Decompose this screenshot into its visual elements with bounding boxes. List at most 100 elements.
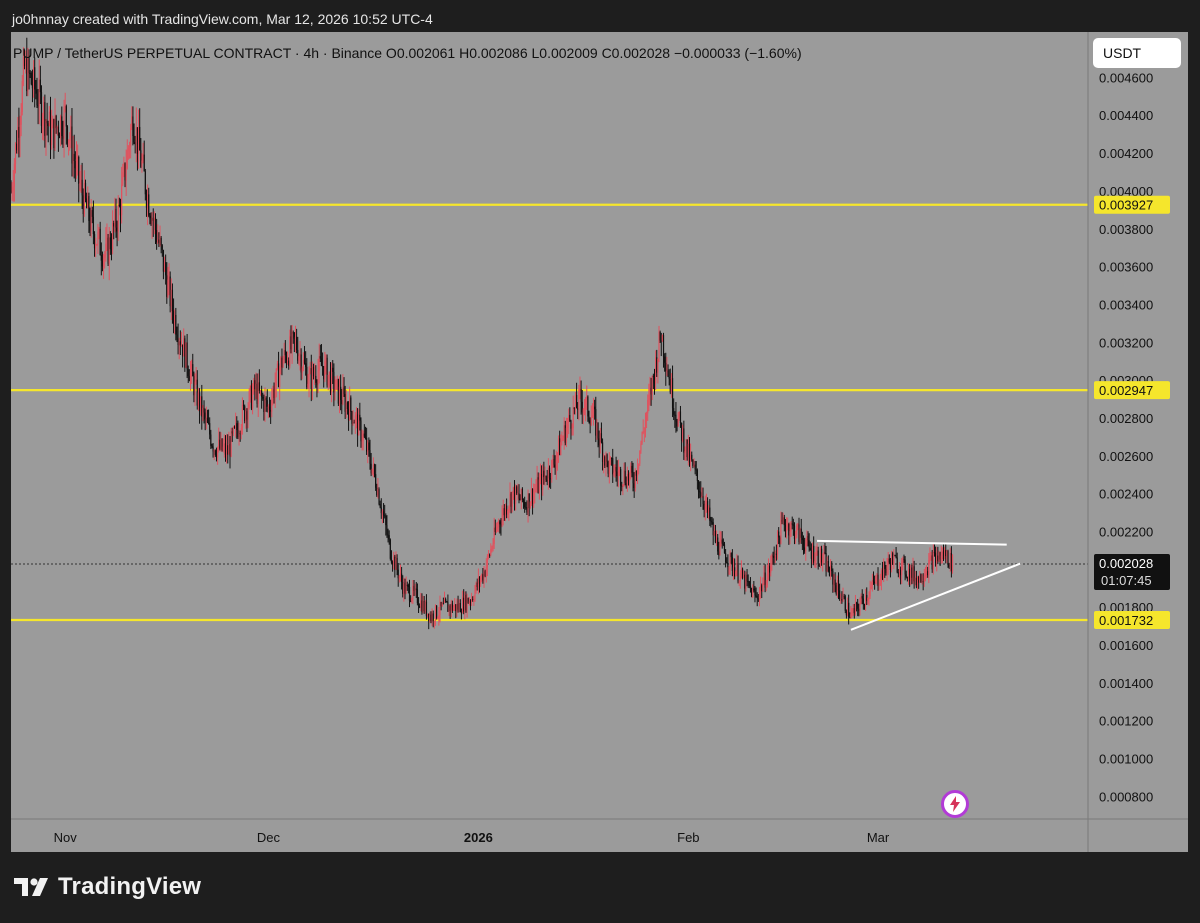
candle (220, 432, 222, 452)
candle (618, 466, 621, 477)
candle (850, 605, 852, 619)
candle (895, 546, 897, 559)
candle (837, 572, 840, 600)
candle (121, 166, 123, 224)
candle (673, 398, 675, 421)
candle (391, 560, 394, 572)
candle (671, 365, 674, 418)
candle (53, 118, 55, 159)
bolt-icon[interactable] (941, 790, 969, 818)
level-price-tag (1094, 381, 1170, 400)
candle (683, 420, 685, 460)
candle (854, 594, 857, 616)
candle (209, 417, 211, 440)
candle (419, 603, 421, 609)
level-price-label: 0.002947 (1099, 383, 1153, 398)
candle (11, 182, 13, 201)
chart-area[interactable]: 0.004600 0.004400 0.004200 0.004000 0.003800… (11, 32, 1188, 852)
candle (110, 233, 113, 261)
candle (775, 544, 778, 561)
candle (140, 138, 142, 169)
candle (315, 365, 317, 388)
candle (232, 425, 234, 437)
candle (422, 595, 424, 614)
candle (237, 420, 239, 440)
candle (548, 465, 551, 488)
candle (691, 451, 693, 462)
candle (573, 407, 575, 415)
candle (746, 569, 748, 587)
candle (820, 545, 823, 566)
price-tick-label: 0.004200 (1099, 146, 1153, 161)
candle (743, 570, 745, 579)
candle (625, 476, 627, 489)
candle (771, 553, 773, 571)
candle (756, 592, 758, 607)
candle (711, 516, 713, 525)
candle (912, 557, 914, 584)
candle (839, 583, 841, 601)
price-tick-label: 0.002800 (1099, 411, 1153, 426)
candle (442, 597, 444, 605)
candle (345, 390, 347, 419)
candle (63, 99, 65, 158)
candle (603, 453, 605, 474)
candle (378, 487, 380, 506)
candle (100, 242, 102, 276)
candle (369, 439, 371, 470)
time-tick-label: Feb (677, 830, 699, 845)
candle (550, 472, 552, 489)
candle (555, 450, 557, 480)
candle (888, 554, 890, 565)
candle (537, 472, 539, 494)
candle (261, 385, 263, 409)
candle (522, 498, 525, 509)
candle (578, 384, 580, 421)
candle (57, 120, 60, 152)
candle (680, 422, 683, 452)
price-chart-svg[interactable]: 0.004600 0.004400 0.004200 0.004000 0.003800… (11, 32, 1188, 852)
candle (116, 220, 118, 247)
candle (511, 491, 513, 513)
candle (883, 558, 885, 583)
candle (364, 426, 367, 440)
candle (712, 518, 714, 545)
candle (832, 568, 834, 593)
last-price-label: 0.002028 (1099, 556, 1153, 571)
candle (384, 504, 386, 519)
candle (612, 448, 614, 483)
candle (916, 576, 919, 591)
candle (125, 149, 127, 197)
candle (321, 352, 324, 376)
candle (640, 440, 642, 454)
candle (692, 459, 694, 469)
candle (734, 558, 736, 580)
candle (290, 325, 292, 354)
candle (445, 597, 447, 603)
candle (684, 446, 686, 461)
candle (352, 410, 354, 426)
candle (649, 376, 651, 406)
candle (688, 437, 691, 467)
candle (941, 547, 943, 564)
candle (20, 103, 22, 137)
candle (253, 377, 255, 395)
candle (791, 516, 793, 530)
price-tick-label: 0.004000 (1099, 184, 1153, 199)
candle (490, 543, 492, 557)
currency-selector[interactable]: USDT (1093, 38, 1181, 68)
candle (275, 368, 277, 398)
candle (97, 223, 99, 254)
candle (238, 422, 240, 446)
candle (433, 620, 435, 629)
candle (98, 226, 100, 240)
candle (922, 573, 924, 591)
candle (408, 579, 411, 608)
candle (950, 546, 952, 578)
candle (675, 402, 677, 433)
candle (939, 551, 941, 567)
candle (404, 578, 406, 600)
candle (183, 328, 185, 357)
candle (202, 405, 204, 422)
candle (601, 438, 604, 471)
